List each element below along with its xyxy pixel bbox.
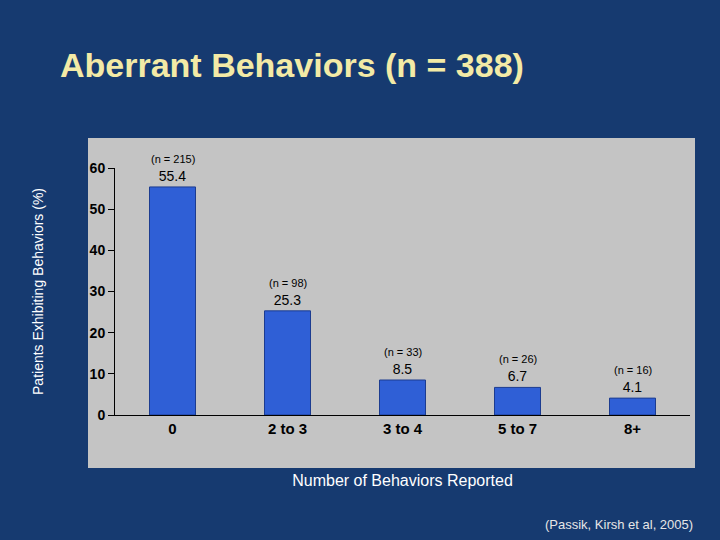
svg-text:Patients Exhibiting Behaviors: Patients Exhibiting Behaviors (%) — [30, 188, 46, 395]
svg-text:20: 20 — [90, 325, 106, 341]
svg-text:6.7: 6.7 — [508, 368, 528, 384]
svg-text:8.5: 8.5 — [393, 361, 413, 377]
svg-text:5 to 7: 5 to 7 — [498, 420, 537, 437]
svg-text:0: 0 — [168, 420, 176, 437]
svg-text:8+: 8+ — [624, 420, 641, 437]
svg-text:3 to 4: 3 to 4 — [383, 420, 423, 437]
svg-text:10: 10 — [90, 366, 106, 382]
svg-text:(n = 26): (n = 26) — [499, 353, 537, 365]
svg-text:0: 0 — [97, 407, 105, 423]
svg-text:55.4: 55.4 — [159, 168, 186, 184]
svg-text:30: 30 — [90, 283, 106, 299]
svg-text:(n = 33): (n = 33) — [384, 346, 422, 358]
svg-text:Aberrant Behaviors (n = 388): Aberrant Behaviors (n = 388) — [60, 46, 524, 84]
svg-text:(n = 215): (n = 215) — [151, 153, 195, 165]
svg-text:40: 40 — [90, 242, 106, 258]
svg-text:Number of Behaviors Reported: Number of Behaviors Reported — [292, 472, 513, 489]
svg-text:25.3: 25.3 — [274, 292, 301, 308]
svg-text:2 to 3: 2 to 3 — [268, 420, 307, 437]
svg-text:60: 60 — [90, 160, 106, 176]
svg-text:(n = 16): (n = 16) — [614, 364, 652, 376]
svg-text:(n = 98): (n = 98) — [269, 277, 307, 289]
svg-text:50: 50 — [90, 201, 106, 217]
svg-text:(Passik, Kirsh et al, 2005): (Passik, Kirsh et al, 2005) — [545, 517, 693, 532]
svg-text:4.1: 4.1 — [623, 379, 643, 395]
